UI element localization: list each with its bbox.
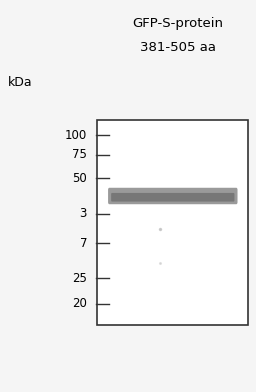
Text: kDa: kDa bbox=[8, 76, 32, 89]
Text: 7: 7 bbox=[80, 236, 87, 250]
Text: 50: 50 bbox=[72, 172, 87, 185]
Text: GFP-S-protein: GFP-S-protein bbox=[132, 17, 223, 30]
FancyBboxPatch shape bbox=[108, 188, 238, 204]
Text: 75: 75 bbox=[72, 148, 87, 162]
Text: 381-505 aa: 381-505 aa bbox=[140, 40, 216, 54]
Text: 25: 25 bbox=[72, 272, 87, 285]
Text: 3: 3 bbox=[80, 207, 87, 220]
Text: 20: 20 bbox=[72, 297, 87, 310]
Text: 100: 100 bbox=[65, 129, 87, 142]
FancyBboxPatch shape bbox=[97, 120, 248, 325]
FancyBboxPatch shape bbox=[111, 193, 234, 201]
